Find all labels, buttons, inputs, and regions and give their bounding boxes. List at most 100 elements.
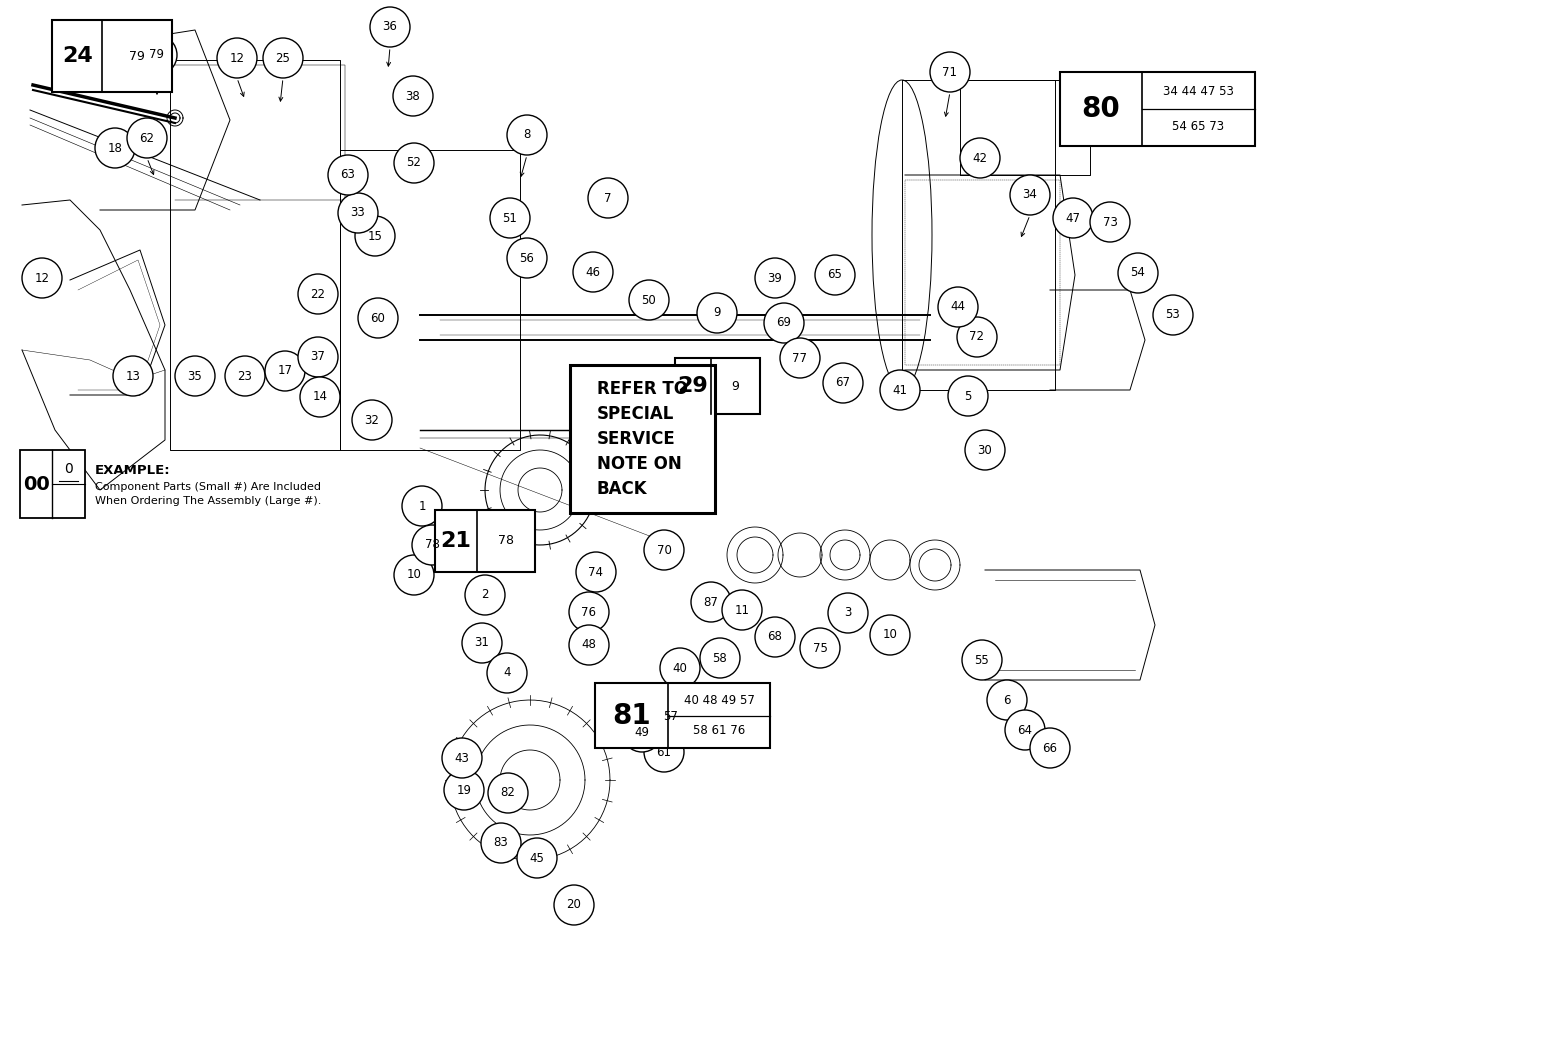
Circle shape bbox=[297, 274, 338, 314]
Text: 0: 0 bbox=[64, 462, 73, 476]
Circle shape bbox=[394, 555, 434, 595]
Text: 49: 49 bbox=[635, 725, 649, 739]
Text: REFER TO
SPECIAL
SERVICE
NOTE ON
BACK: REFER TO SPECIAL SERVICE NOTE ON BACK bbox=[596, 380, 688, 498]
Text: 79: 79 bbox=[149, 48, 165, 62]
Text: When Ordering The Assembly (Large #).: When Ordering The Assembly (Large #). bbox=[95, 496, 321, 506]
Text: 65: 65 bbox=[828, 268, 842, 282]
Text: Component Parts (Small #) Are Included: Component Parts (Small #) Are Included bbox=[95, 482, 321, 492]
Circle shape bbox=[517, 838, 557, 878]
Circle shape bbox=[413, 526, 452, 565]
Text: 40 48 49 57: 40 48 49 57 bbox=[684, 694, 755, 707]
Circle shape bbox=[1031, 728, 1070, 768]
Circle shape bbox=[660, 648, 701, 688]
Text: 7: 7 bbox=[604, 191, 612, 205]
Text: 30: 30 bbox=[978, 444, 992, 456]
Circle shape bbox=[645, 530, 684, 570]
Text: 77: 77 bbox=[793, 351, 808, 365]
Circle shape bbox=[95, 128, 135, 168]
Circle shape bbox=[880, 370, 920, 410]
Text: 1: 1 bbox=[419, 499, 425, 513]
Text: 72: 72 bbox=[970, 330, 984, 344]
Text: 10: 10 bbox=[883, 628, 897, 641]
Circle shape bbox=[987, 680, 1028, 720]
Circle shape bbox=[508, 238, 547, 279]
Text: 9: 9 bbox=[713, 307, 721, 320]
Text: 8: 8 bbox=[523, 128, 531, 142]
Text: 6: 6 bbox=[1003, 694, 1010, 706]
Text: 4: 4 bbox=[503, 666, 511, 680]
Text: 57: 57 bbox=[663, 710, 679, 723]
Circle shape bbox=[722, 590, 761, 630]
Text: 9: 9 bbox=[732, 379, 740, 392]
Text: 21: 21 bbox=[441, 531, 472, 551]
Circle shape bbox=[329, 154, 367, 195]
Circle shape bbox=[1053, 198, 1093, 238]
Text: 53: 53 bbox=[1166, 309, 1180, 322]
Text: 34: 34 bbox=[1023, 188, 1037, 202]
Circle shape bbox=[780, 338, 821, 378]
Text: 41: 41 bbox=[892, 384, 908, 396]
Circle shape bbox=[554, 885, 595, 925]
Circle shape bbox=[442, 738, 483, 778]
Bar bbox=[1060, 73, 1255, 146]
Text: 36: 36 bbox=[383, 21, 397, 34]
Circle shape bbox=[621, 712, 662, 753]
Circle shape bbox=[481, 823, 522, 863]
Text: 62: 62 bbox=[140, 131, 154, 144]
Circle shape bbox=[568, 625, 609, 665]
Text: 48: 48 bbox=[582, 639, 596, 652]
Circle shape bbox=[576, 552, 617, 592]
Text: 80: 80 bbox=[1082, 95, 1121, 123]
Circle shape bbox=[338, 193, 378, 233]
Text: 54: 54 bbox=[1130, 267, 1146, 280]
Circle shape bbox=[22, 257, 62, 298]
Text: 14: 14 bbox=[313, 391, 327, 404]
Text: 10: 10 bbox=[406, 569, 422, 581]
Text: 58 61 76: 58 61 76 bbox=[693, 724, 746, 737]
Circle shape bbox=[174, 356, 215, 396]
Circle shape bbox=[698, 293, 736, 333]
Text: 75: 75 bbox=[813, 641, 827, 655]
Circle shape bbox=[961, 138, 1000, 178]
Text: 69: 69 bbox=[777, 316, 791, 330]
Circle shape bbox=[402, 486, 442, 526]
Text: 47: 47 bbox=[1065, 211, 1081, 225]
Text: 38: 38 bbox=[406, 89, 420, 103]
Circle shape bbox=[265, 351, 305, 391]
Circle shape bbox=[297, 337, 338, 377]
Text: 2: 2 bbox=[481, 589, 489, 601]
Text: 00: 00 bbox=[23, 474, 50, 494]
Text: 46: 46 bbox=[585, 266, 601, 279]
Text: 17: 17 bbox=[277, 365, 293, 377]
Circle shape bbox=[1004, 710, 1045, 750]
Text: 42: 42 bbox=[973, 151, 987, 165]
Circle shape bbox=[114, 356, 153, 396]
Text: 39: 39 bbox=[768, 271, 783, 285]
Circle shape bbox=[301, 377, 339, 417]
Text: 61: 61 bbox=[657, 745, 671, 759]
Text: 22: 22 bbox=[310, 288, 325, 301]
Circle shape bbox=[958, 317, 996, 357]
Bar bbox=[676, 358, 760, 414]
Circle shape bbox=[1090, 202, 1130, 242]
Text: 76: 76 bbox=[581, 605, 596, 618]
Text: 68: 68 bbox=[768, 631, 783, 643]
Circle shape bbox=[870, 615, 909, 655]
Text: 79: 79 bbox=[129, 49, 145, 62]
Text: 58: 58 bbox=[713, 652, 727, 664]
Circle shape bbox=[755, 617, 796, 657]
Bar bbox=[570, 365, 715, 513]
Text: 3: 3 bbox=[844, 606, 852, 619]
Text: 5: 5 bbox=[964, 390, 972, 403]
Text: 37: 37 bbox=[310, 350, 325, 364]
Bar bbox=[51, 20, 171, 92]
Text: 70: 70 bbox=[657, 543, 671, 556]
Circle shape bbox=[263, 38, 304, 78]
Circle shape bbox=[755, 257, 796, 298]
Circle shape bbox=[128, 118, 167, 158]
Text: 25: 25 bbox=[276, 51, 291, 64]
Text: 11: 11 bbox=[735, 603, 749, 617]
Circle shape bbox=[216, 38, 257, 78]
Text: 66: 66 bbox=[1043, 742, 1057, 755]
Circle shape bbox=[466, 575, 504, 615]
